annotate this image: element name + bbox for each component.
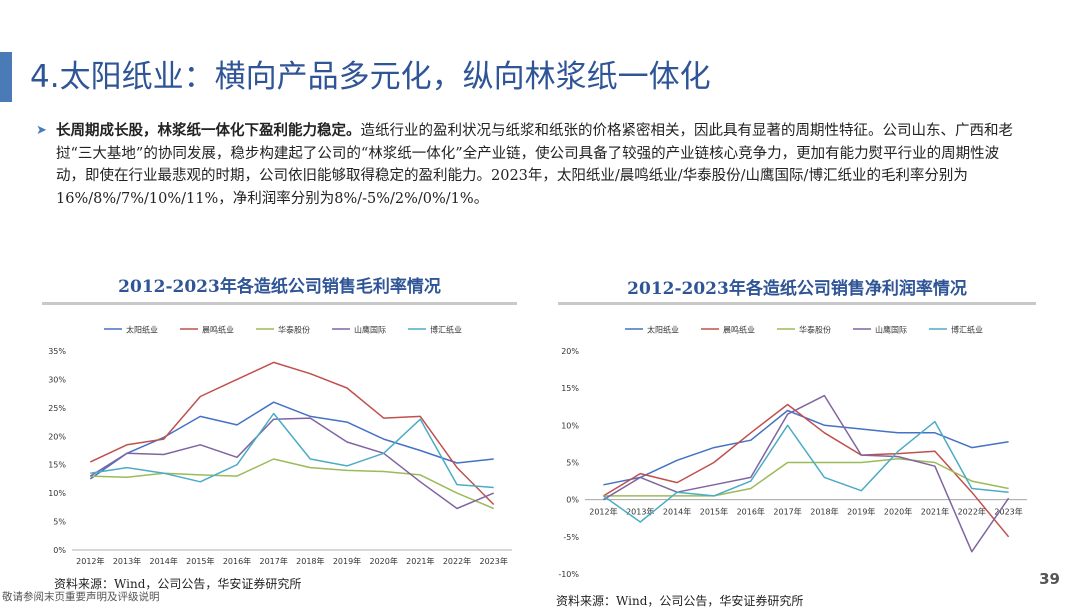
x-tick-label: 2022年 bbox=[958, 507, 986, 517]
series-line bbox=[603, 394, 1010, 553]
chart-title-gross-margin: 2012-2023年各造纸公司销售毛利率情况 bbox=[118, 277, 441, 297]
x-tick-label: 2016年 bbox=[223, 556, 251, 566]
disclaimer-note: 敬请参阅末页重要声明及评级说明 bbox=[2, 591, 160, 603]
series-line bbox=[603, 458, 1009, 497]
net-margin-chart-panel: 2012-2023年各造纸公司销售净利润率情况 bbox=[558, 262, 1036, 562]
y-tick-label: 5% bbox=[53, 518, 66, 527]
x-tick-label: 2020年 bbox=[369, 556, 397, 566]
x-tick-label: 2014年 bbox=[149, 556, 177, 566]
x-tick-label: 2012年 bbox=[589, 507, 617, 517]
x-tick-label: 2023年 bbox=[479, 556, 507, 566]
x-tick-label: 2015年 bbox=[700, 507, 728, 517]
chart-title-rule bbox=[42, 302, 517, 305]
legend: 太阳纸业 晨鸣纸业 华泰股份 山鹰国际 博汇纸业 bbox=[625, 325, 983, 335]
x-tick-label: 2015年 bbox=[186, 556, 214, 566]
y-tick-label: 20% bbox=[48, 432, 66, 441]
legend-label: 晨鸣纸业 bbox=[723, 325, 755, 335]
y-tick-label: 5% bbox=[566, 459, 579, 468]
series-line bbox=[603, 403, 1010, 538]
y-tick-label: 25% bbox=[48, 404, 66, 413]
y-tick-label: 0% bbox=[53, 546, 66, 555]
x-tick-label: 2016年 bbox=[737, 507, 765, 517]
x-tick-label: 2021年 bbox=[921, 507, 949, 517]
y-tick-label: 10% bbox=[48, 489, 66, 498]
x-tick-label: 2014年 bbox=[663, 507, 691, 517]
legend-label: 晨鸣纸业 bbox=[202, 325, 234, 335]
series-line bbox=[90, 412, 494, 489]
bullet-arrow-icon: ➤ bbox=[36, 123, 47, 138]
legend-label: 太阳纸业 bbox=[126, 325, 158, 335]
gross-margin-chart-panel: 2012-2023年各造纸公司销售毛利率情况 bbox=[42, 262, 517, 562]
gross-margin-line-chart: 太阳纸业 晨鸣纸业 华泰股份 山鹰国际 博汇纸业 0% 5% 10% 15% 20% 25% 30% 3… bbox=[48, 325, 512, 566]
legend-label: 华泰股份 bbox=[278, 325, 310, 335]
net-margin-line-chart: 太阳纸业 晨鸣纸业 华泰股份 山鹰国际 博汇纸业 -10% -5% 0% 5% 10% 15% 20%… bbox=[558, 325, 1027, 579]
y-tick-label: -5% bbox=[563, 533, 579, 542]
x-tick-label: 2012年 bbox=[76, 556, 104, 566]
x-tick-label: 2013年 bbox=[626, 507, 654, 517]
legend-label: 太阳纸业 bbox=[647, 325, 679, 335]
bullet-bold-lead: 长周期成长股，林浆纸一体化下盈利能力稳定。 bbox=[56, 122, 361, 139]
y-tick-label: 15% bbox=[561, 384, 579, 393]
x-tick-label: 2022年 bbox=[443, 556, 471, 566]
legend-label: 博汇纸业 bbox=[951, 325, 983, 335]
y-tick-label: 20% bbox=[561, 347, 579, 356]
x-tick-label: 2018年 bbox=[810, 507, 838, 517]
source-note-left: 资料来源：Wind，公司公告，华安证券研究所 bbox=[54, 577, 302, 591]
legend-label: 山鹰国际 bbox=[875, 325, 907, 335]
y-tick-label: 10% bbox=[561, 421, 579, 430]
legend-label: 山鹰国际 bbox=[354, 325, 386, 335]
x-tick-label: 2023年 bbox=[994, 507, 1022, 517]
page-number: 39 bbox=[1039, 570, 1060, 588]
x-tick-label: 2017年 bbox=[259, 556, 287, 566]
chart-title-rule bbox=[558, 302, 1036, 305]
y-tick-label: 35% bbox=[48, 347, 66, 356]
legend: 太阳纸业 晨鸣纸业 华泰股份 山鹰国际 博汇纸业 bbox=[104, 325, 462, 335]
series-line bbox=[90, 458, 494, 510]
bullet-paragraph: ➤ 长周期成长股，林浆纸一体化下盈利能力稳定。造纸行业的盈利状况与纸浆和纸张的价… bbox=[36, 120, 1021, 210]
x-tick-label: 2021年 bbox=[406, 556, 434, 566]
series-line bbox=[603, 409, 1009, 486]
y-tick-label: -10% bbox=[558, 570, 579, 579]
x-tick-label: 2020年 bbox=[884, 507, 912, 517]
x-tick-label: 2013年 bbox=[113, 556, 141, 566]
title-accent-bar bbox=[0, 52, 12, 102]
chart-title-net-margin: 2012-2023年各造纸公司销售净利润率情况 bbox=[627, 279, 967, 299]
x-tick-label: 2018年 bbox=[296, 556, 324, 566]
series-line bbox=[602, 420, 1009, 523]
legend-label: 博汇纸业 bbox=[430, 325, 462, 335]
bullet-body-text: 造纸行业的盈利状况与纸浆和纸张的价格紧密相关，因此具有显著的周期性特征。公司山东… bbox=[56, 123, 1013, 207]
page-title: 4.太阳纸业：横向产品多元化，纵向林浆纸一体化 bbox=[30, 59, 711, 95]
y-tick-label: 15% bbox=[48, 461, 66, 470]
x-tick-label: 2017年 bbox=[773, 507, 801, 517]
x-tick-label: 2019年 bbox=[847, 507, 875, 517]
legend-label: 华泰股份 bbox=[799, 325, 831, 335]
y-tick-label: 0% bbox=[566, 496, 579, 505]
series-line bbox=[89, 417, 494, 510]
x-tick-label: 2019年 bbox=[333, 556, 361, 566]
source-note-right: 资料来源：Wind，公司公告，华安证券研究所 bbox=[556, 594, 804, 608]
series-line bbox=[89, 361, 495, 506]
y-tick-label: 30% bbox=[48, 375, 66, 384]
